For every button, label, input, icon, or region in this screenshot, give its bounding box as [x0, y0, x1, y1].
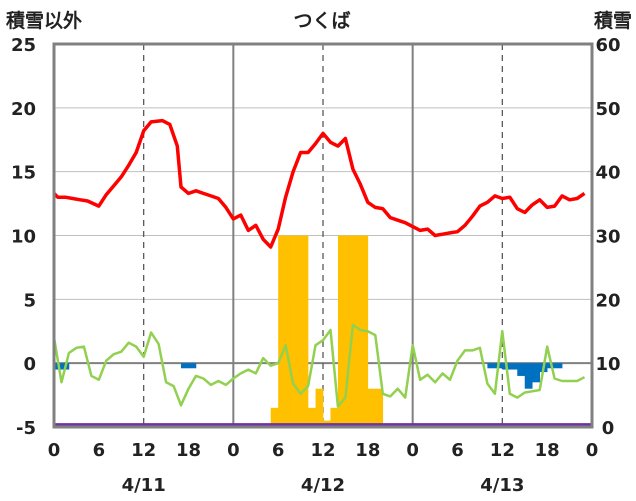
- y-left-tick-label: 5: [23, 290, 36, 311]
- y-left-tick-label: 20: [11, 99, 36, 120]
- x-tick-label: 0: [227, 440, 240, 461]
- snow-bar: [352, 235, 361, 427]
- x-tick-label: 6: [272, 440, 285, 461]
- precip-bar: [188, 363, 197, 369]
- snow-bar: [375, 388, 384, 427]
- x-tick-label: 18: [355, 440, 380, 461]
- y-right-tick-label: 20: [595, 290, 620, 311]
- series-lines: [52, 118, 592, 426]
- snow-bar: [278, 235, 286, 427]
- snow-bar: [337, 235, 346, 427]
- right-axis-label: 積雪: [594, 9, 632, 32]
- plot-frame: [52, 42, 594, 429]
- y-right-tick-label: 40: [595, 163, 620, 184]
- snow-bar: [285, 235, 294, 427]
- precip-bar: [524, 363, 533, 389]
- x-tick-label: 12: [490, 440, 515, 461]
- snow-bar: [330, 407, 339, 427]
- precip-bar: [517, 363, 526, 376]
- x-day-label: 4/13: [480, 475, 524, 496]
- snow-bar: [300, 235, 309, 427]
- x-tick-label: 0: [406, 440, 419, 461]
- precip-bar: [532, 363, 540, 383]
- y-left-tick-label: 15: [11, 163, 36, 184]
- series-line-1: [52, 118, 586, 249]
- y-right-tick-label: 0: [602, 418, 615, 439]
- y-right-tick-label: 10: [595, 354, 620, 375]
- y-left-tick-label: 10: [11, 227, 36, 248]
- x-tick-label: 0: [586, 440, 599, 461]
- precip-bar: [509, 363, 518, 370]
- precip-bar: [554, 363, 563, 369]
- snow-bar: [308, 407, 316, 427]
- y-right-tick-label: 60: [595, 35, 620, 56]
- precip-bar: [181, 363, 189, 369]
- x-tick-label: 12: [131, 440, 156, 461]
- x-tick-label: 12: [310, 440, 335, 461]
- left-axis-label: 積雪以外: [6, 9, 82, 32]
- x-tick-label: 18: [176, 440, 201, 461]
- y-right-tick-label: 30: [595, 227, 620, 248]
- x-day-label: 4/12: [301, 475, 345, 496]
- x-day-label: 4/11: [122, 475, 166, 496]
- x-tick-label: 18: [535, 440, 560, 461]
- y-left-tick-label: 25: [11, 35, 36, 56]
- y-left-tick-label: -5: [16, 418, 36, 439]
- snow-bar: [315, 388, 324, 427]
- x-tick-label: 6: [93, 440, 106, 461]
- precip-bar: [487, 363, 496, 369]
- snow-bar: [345, 235, 354, 427]
- y-left-tick-label: 0: [23, 354, 36, 375]
- snow-bar: [367, 388, 376, 427]
- snow-bar: [293, 235, 301, 427]
- x-tick-label: 6: [451, 440, 464, 461]
- series-line-2: [52, 323, 586, 408]
- tick-labels: -5 0 5 10 15 20 25 0 10 20 30 40 50 60 0 6 12 18 0 6 12 18 0 6 1…: [11, 35, 621, 496]
- x-tick-label: 0: [48, 440, 61, 461]
- chart-title: つくば: [293, 10, 350, 32]
- snow-bar: [270, 407, 279, 427]
- y-right-tick-label: 50: [595, 99, 620, 120]
